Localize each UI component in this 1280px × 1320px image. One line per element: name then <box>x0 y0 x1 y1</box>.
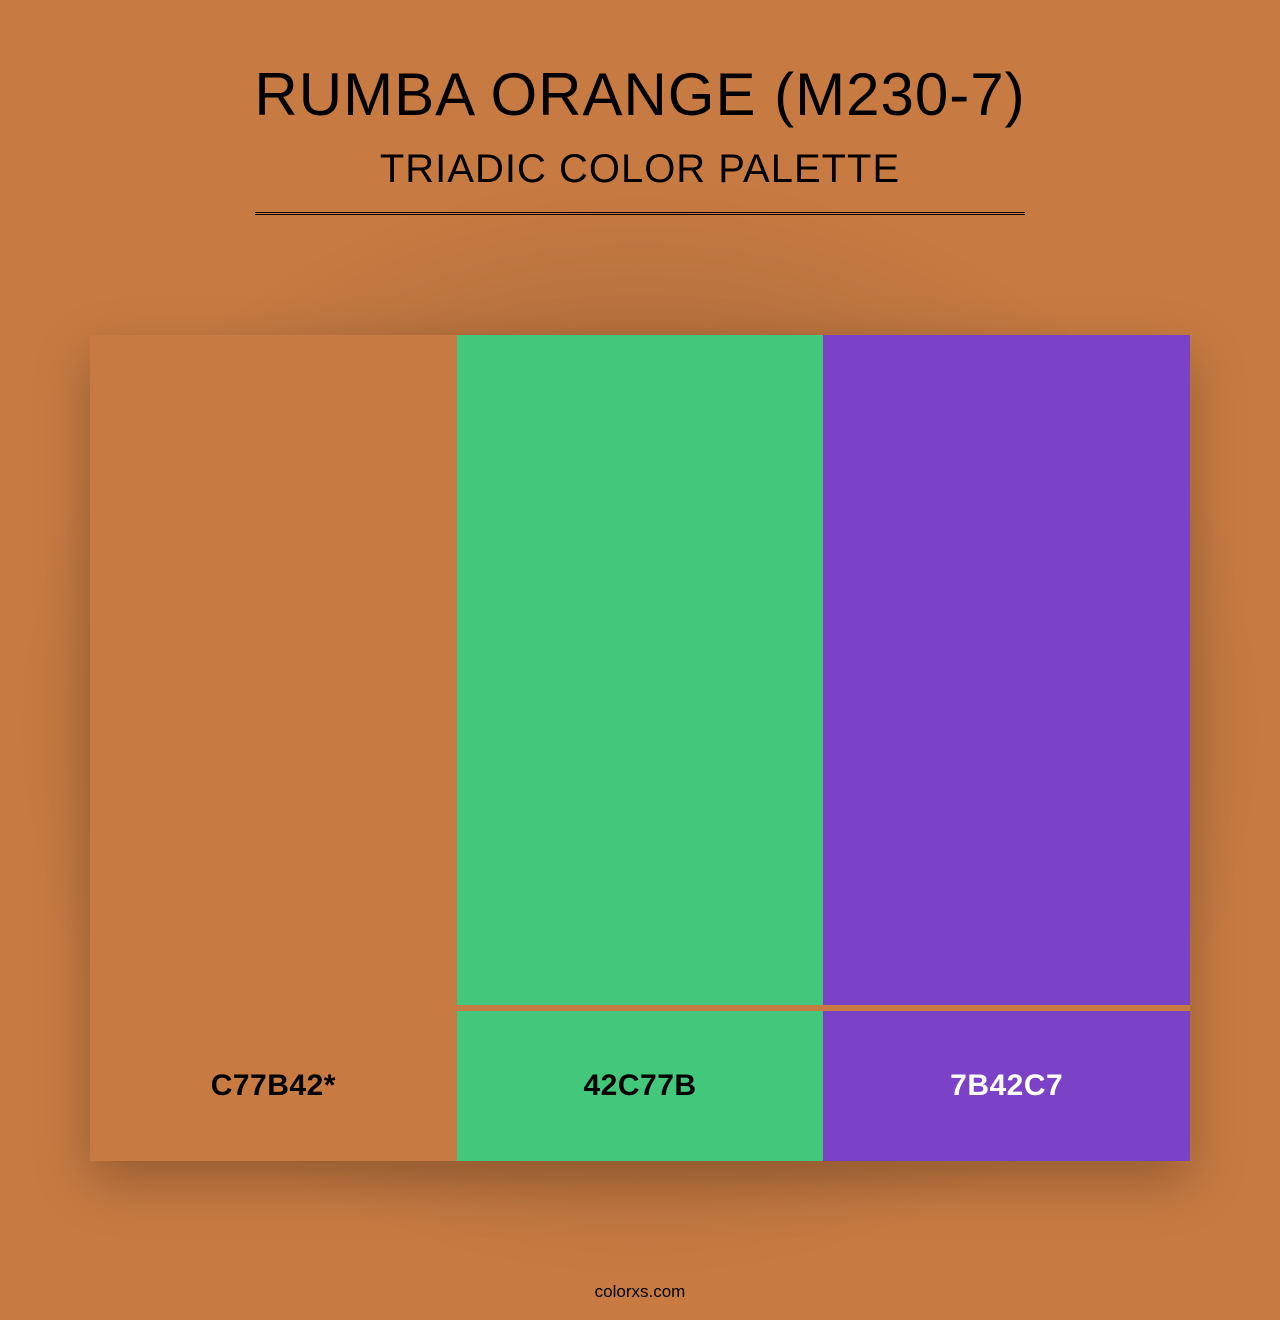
swatch-1-bottom: 42C77B <box>457 1011 824 1161</box>
swatch-0-label: C77B42* <box>211 1069 336 1103</box>
swatch-0: C77B42* <box>90 335 457 1161</box>
footer-credit: colorxs.com <box>0 1282 1280 1302</box>
swatch-1: 42C77B <box>457 335 824 1161</box>
swatch-0-top <box>90 335 457 1005</box>
swatch-0-bottom: C77B42* <box>90 1011 457 1161</box>
swatch-2: 7B42C7 <box>823 335 1190 1161</box>
title-divider <box>255 212 1025 215</box>
palette-subtitle: TRIADIC COLOR PALETTE <box>380 147 900 192</box>
color-palette: C77B42* 42C77B 7B42C7 <box>90 335 1190 1161</box>
swatch-1-top <box>457 335 824 1005</box>
palette-title: RUMBA ORANGE (M230-7) <box>254 60 1025 129</box>
swatch-2-bottom: 7B42C7 <box>823 1011 1190 1161</box>
content-container: RUMBA ORANGE (M230-7) TRIADIC COLOR PALE… <box>0 0 1280 1320</box>
swatch-1-label: 42C77B <box>583 1069 696 1103</box>
swatch-2-top <box>823 335 1190 1005</box>
swatch-2-label: 7B42C7 <box>950 1069 1063 1103</box>
